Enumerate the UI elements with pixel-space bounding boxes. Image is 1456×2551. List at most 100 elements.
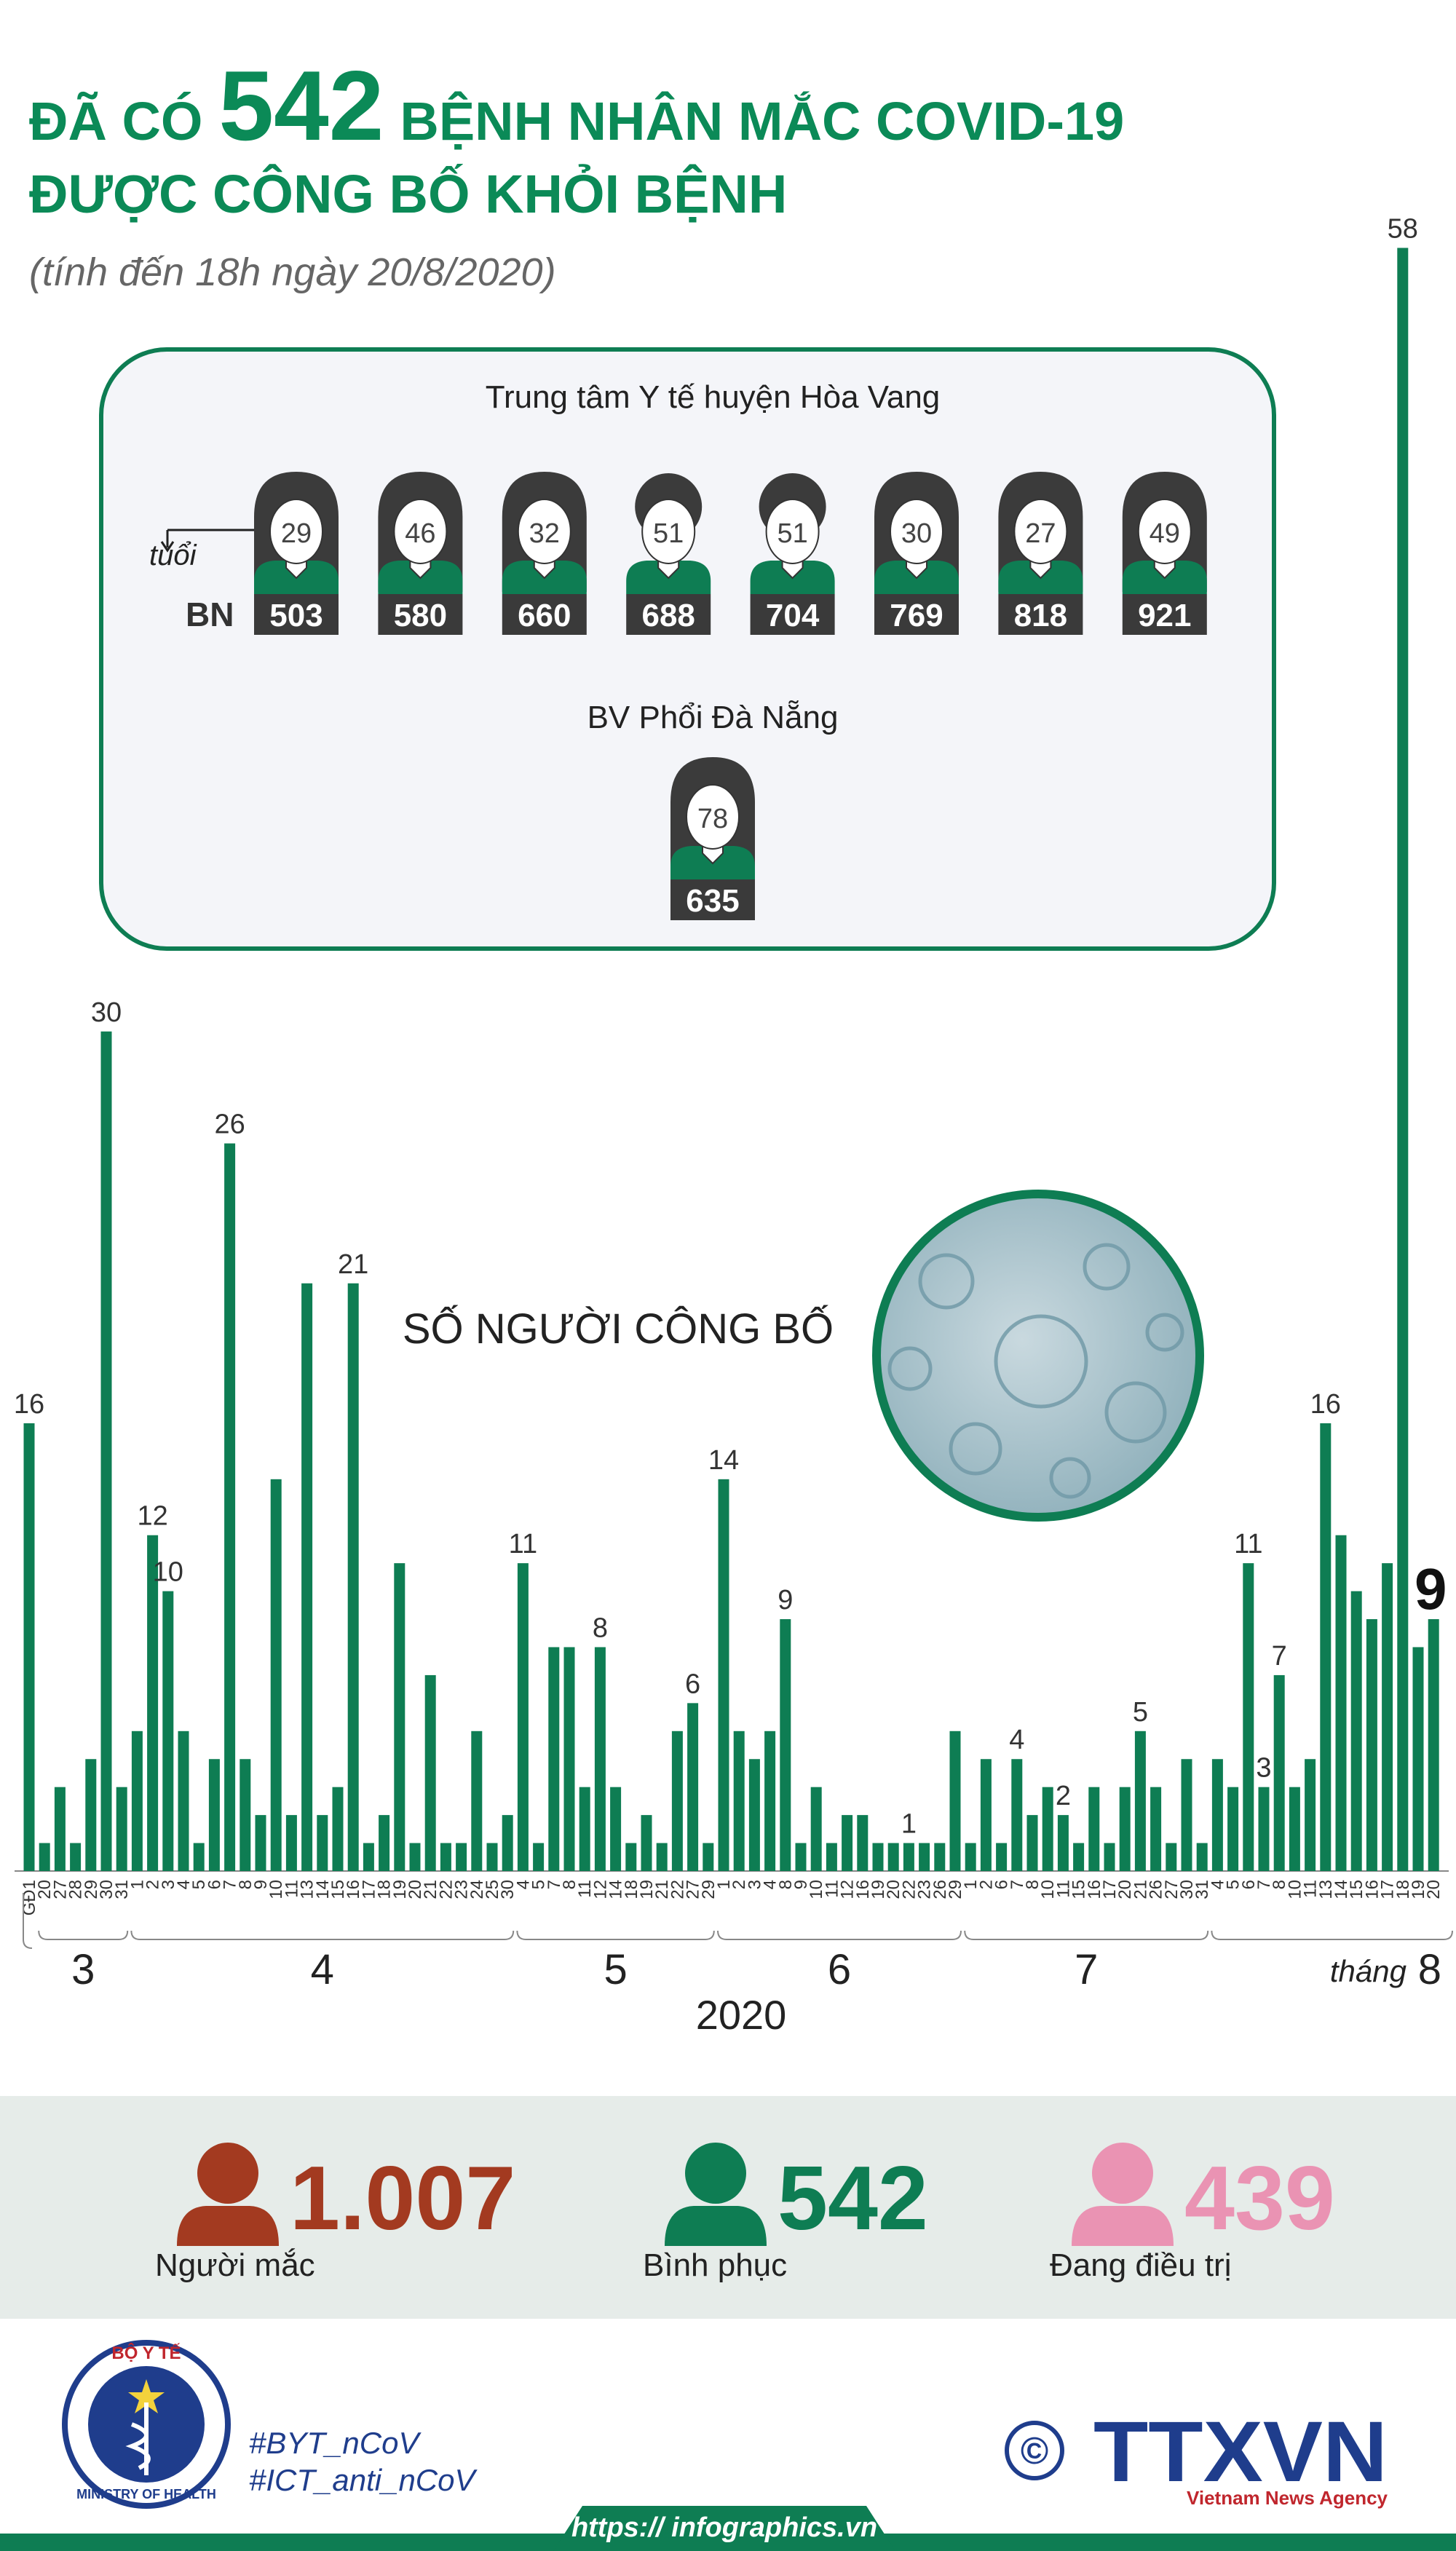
bar — [1011, 1759, 1023, 1871]
bar — [671, 1731, 683, 1871]
bar — [270, 1479, 282, 1871]
x-tick-label: 7 — [1254, 1880, 1274, 1889]
month-bracket — [717, 1930, 962, 1940]
face — [517, 499, 571, 564]
bar — [903, 1843, 914, 1871]
bar — [193, 1843, 205, 1871]
ministry-top: BỘ Y TẾ — [111, 2343, 181, 2363]
x-tick-label: 28 — [66, 1880, 86, 1899]
bar — [285, 1815, 297, 1871]
age-pointer — [160, 529, 264, 553]
bar — [178, 1731, 189, 1871]
value-label: 6 — [685, 1669, 700, 1699]
x-tick-label: 6 — [205, 1880, 224, 1889]
value-label: 16 — [14, 1389, 44, 1420]
x-tick-label: 9 — [791, 1880, 811, 1889]
bar — [54, 1787, 66, 1871]
bar — [1150, 1787, 1162, 1871]
stat-icon-body — [177, 2206, 279, 2246]
patient-age: 78 — [697, 804, 728, 834]
stat-icon-head — [685, 2143, 746, 2204]
bar — [1073, 1843, 1085, 1871]
bar — [579, 1787, 590, 1871]
x-tick-label: 14 — [1332, 1880, 1351, 1899]
x-tick-label: 15 — [1347, 1880, 1366, 1899]
virus-ring — [872, 1190, 1204, 1522]
bar — [409, 1843, 421, 1871]
patient: 29 503 — [254, 472, 339, 635]
bar — [1320, 1423, 1332, 1871]
value-label: 14 — [708, 1445, 739, 1476]
x-tick-label: 20 — [405, 1880, 425, 1899]
bn-box — [1122, 594, 1207, 635]
patient-age: 46 — [405, 518, 435, 549]
stat-icon-body — [1072, 2206, 1174, 2246]
x-tick-label: 27 — [1162, 1880, 1182, 1899]
title-line-1: ĐÃ CÓ 542 BỆNH NHÂN MẮC COVID-19 — [29, 50, 1124, 161]
face — [393, 499, 448, 564]
bar — [394, 1563, 405, 1871]
month-bracket — [130, 1930, 515, 1940]
x-tick-label: 18 — [375, 1880, 395, 1899]
copyright: © — [1021, 2430, 1048, 2472]
stat-label: Đang điều trị — [1050, 2247, 1231, 2283]
year-label: 2020 — [696, 1992, 787, 2038]
face — [1137, 499, 1192, 564]
title-suffix: BỆNH NHÂN MẮC COVID-19 — [400, 91, 1124, 151]
x-tick-label: 8 — [1023, 1880, 1042, 1889]
patient-age: 30 — [901, 518, 932, 549]
bar — [39, 1843, 50, 1871]
bar — [1335, 1535, 1347, 1871]
bar — [887, 1843, 899, 1871]
x-tick-label: 31 — [1192, 1880, 1212, 1899]
bar — [857, 1815, 869, 1871]
stat-value: 1.007 — [290, 2148, 515, 2249]
bar — [656, 1843, 668, 1871]
patient-bn: 921 — [1138, 598, 1191, 633]
patient-age: 27 — [1025, 518, 1056, 549]
value-label: 21 — [338, 1249, 368, 1280]
month-label: 7 — [1075, 1946, 1098, 1993]
bn-box — [254, 594, 339, 635]
bn-box — [626, 594, 711, 635]
x-tick-label: 8 — [1270, 1880, 1289, 1889]
x-tick-label: 6 — [1239, 1880, 1259, 1889]
x-tick-label: 7 — [221, 1880, 240, 1889]
x-tick-label: 29 — [946, 1880, 965, 1899]
patient: 30 769 — [874, 472, 959, 635]
bar — [224, 1143, 236, 1871]
x-tick-label: 1 — [714, 1880, 734, 1889]
bar — [1227, 1787, 1239, 1871]
bn-box — [670, 879, 755, 920]
footer-tab — [553, 2506, 895, 2551]
bar — [131, 1731, 143, 1871]
x-tick-label: 25 — [483, 1880, 502, 1899]
age-label: tuổi — [149, 539, 197, 571]
value-label: 11 — [509, 1529, 537, 1559]
month-bracket — [1211, 1930, 1453, 1940]
bar — [23, 1423, 35, 1871]
x-tick-label: 8 — [560, 1880, 579, 1889]
bar — [1211, 1759, 1223, 1871]
patient-bn: 818 — [1014, 598, 1067, 633]
x-tick-label: 9 — [251, 1880, 271, 1889]
bar — [517, 1563, 529, 1871]
x-tick-label: 21 — [1131, 1880, 1150, 1899]
virus-particles — [887, 1243, 1184, 1499]
value-label: 9 — [778, 1585, 793, 1615]
x-tick-label: 1 — [127, 1880, 147, 1889]
x-tick-label: 5 — [529, 1880, 549, 1889]
value-label: 30 — [91, 997, 122, 1028]
stat-value: 439 — [1184, 2148, 1335, 2249]
x-tick-label: 11 — [575, 1880, 595, 1898]
bar — [255, 1815, 266, 1871]
x-tick-label: 12 — [838, 1880, 858, 1899]
value-label: 4 — [1009, 1725, 1024, 1755]
patient: 51 704 — [750, 473, 835, 635]
bar — [1397, 248, 1409, 1872]
month-bracket — [38, 1930, 129, 1940]
x-tick-label: 19 — [637, 1880, 657, 1899]
bar — [1196, 1843, 1208, 1871]
bar — [810, 1787, 822, 1871]
bar — [208, 1759, 220, 1871]
